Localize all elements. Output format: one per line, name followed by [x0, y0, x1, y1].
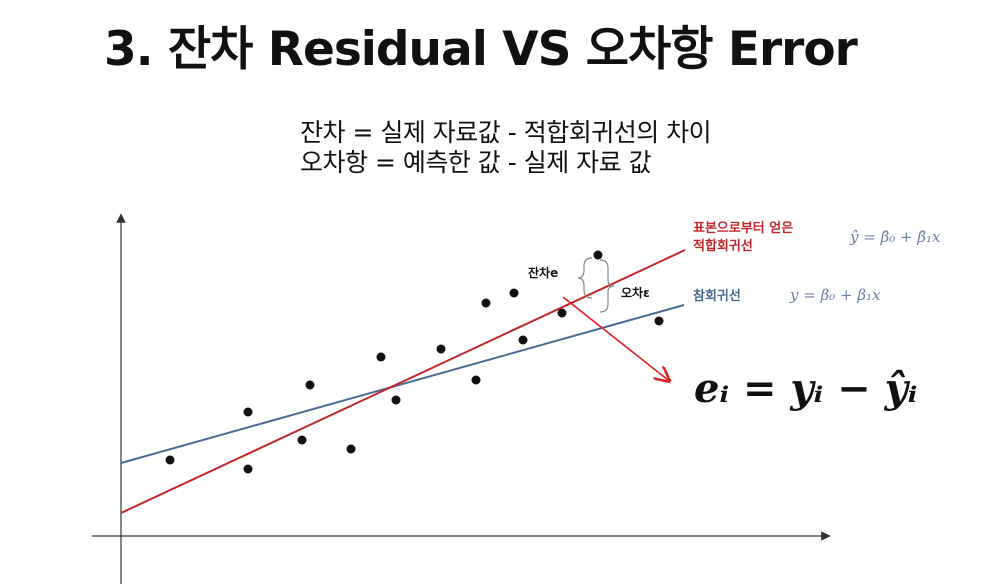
data-point — [391, 395, 401, 405]
data-point — [593, 250, 603, 260]
fitted-line-label-2: 적합회귀선 — [693, 238, 753, 254]
true-line-equation: y = β₀ + β₁x — [789, 286, 881, 304]
data-point — [297, 435, 307, 445]
data-point — [346, 444, 356, 454]
data-point — [165, 455, 175, 465]
fitted-line-label-1: 표본으로부터 얻은 — [693, 220, 793, 236]
error-brace — [599, 259, 615, 313]
residual-formula: eᵢ = yᵢ − ŷᵢ — [694, 365, 917, 412]
fitted-line-equation: ŷ = β̂₀ + β̂₁x — [849, 228, 941, 246]
true-line-label: 참회귀선 — [693, 288, 741, 304]
residual-label: 잔차e — [528, 265, 558, 280]
data-point — [436, 344, 446, 354]
data-point — [518, 335, 528, 345]
error-label: 오차ε — [621, 285, 650, 300]
pointer-arrow — [562, 296, 668, 380]
data-point — [557, 308, 567, 318]
data-point — [243, 464, 253, 474]
residual-brace — [577, 257, 593, 299]
data-point — [509, 288, 519, 298]
true-regression-line — [120, 304, 685, 464]
data-point — [305, 380, 315, 390]
error-definition: 오차항 = 예측한 값 - 실제 자료 값 — [300, 148, 652, 177]
fitted-regression-line — [120, 249, 686, 514]
data-point — [481, 298, 491, 308]
data-point — [243, 407, 253, 417]
data-points — [165, 250, 664, 474]
data-point — [376, 352, 386, 362]
page-title: 3. 잔차 Residual VS 오차항 Error — [104, 22, 858, 77]
data-point — [654, 316, 664, 326]
residual-definition: 잔차 = 실제 자료값 - 적합회귀선의 차이 — [300, 118, 712, 147]
data-point — [471, 375, 481, 385]
definitions: 잔차 = 실제 자료값 - 적합회귀선의 차이 오차항 = 예측한 값 - 실제… — [300, 118, 712, 178]
